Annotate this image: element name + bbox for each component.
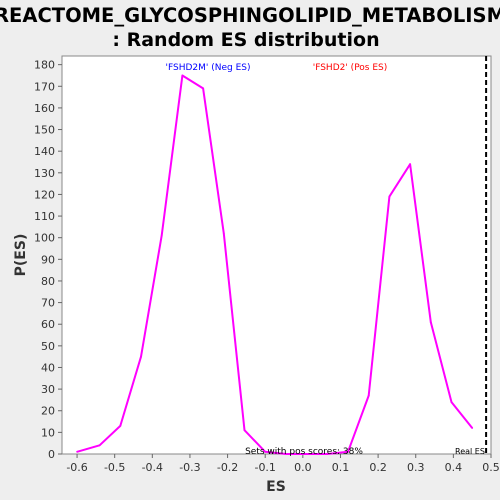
es-data-point (98, 444, 101, 447)
es-data-point (409, 163, 411, 166)
x-tick-label: -0.6 (66, 461, 87, 474)
x-axis-label: ES (266, 479, 286, 495)
x-tick-label: 0.3 (407, 461, 425, 474)
x-tick-label: -0.2 (217, 461, 238, 474)
y-tick-label: 120 (34, 188, 55, 201)
x-tick-label: 0.0 (294, 461, 312, 474)
y-tick-label: 20 (41, 405, 55, 418)
es-data-point (243, 429, 246, 432)
plot-area (61, 55, 492, 455)
real-es-label: Real ES (455, 447, 485, 456)
x-tick-label: -0.5 (104, 461, 125, 474)
x-tick-label: -0.4 (142, 461, 163, 474)
es-data-point (160, 234, 163, 237)
y-tick-label: 160 (34, 102, 55, 115)
y-axis-label: P(ES) (13, 234, 29, 277)
es-data-point (429, 321, 432, 323)
es-data-point (119, 425, 122, 427)
x-tick-label: 0.5 (482, 461, 500, 474)
x-tick-label: -0.1 (254, 461, 275, 474)
annotation-neg-es: 'FSHD2M' (Neg ES) (166, 63, 251, 73)
y-tick-label: 170 (34, 80, 55, 93)
annotation-pos-es: 'FSHD2' (Pos ES) (313, 63, 388, 73)
y-tick-label: 110 (34, 210, 55, 223)
y-tick-label: 60 (41, 318, 55, 331)
x-tick-label: 0.2 (369, 461, 387, 474)
y-tick-label: 30 (41, 383, 55, 396)
y-tick-label: 80 (41, 275, 55, 288)
y-tick-label: 10 (41, 426, 55, 439)
es-data-point (326, 453, 329, 455)
es-data-point (388, 195, 391, 198)
y-tick-label: 90 (41, 253, 55, 266)
y-tick-label: 50 (41, 340, 55, 353)
y-tick-label: 100 (34, 232, 55, 245)
y-tick-label: 140 (34, 145, 55, 158)
chart-title-line-1: REACTOME_GLYCOSPHINGOLIPID_METABOLISM (0, 4, 500, 27)
es-data-point (305, 453, 308, 455)
y-axis: 0 10 20 30 40 50 60 70 80 90 100 110 120 130 140 150 160… (34, 59, 62, 461)
es-data-point (181, 74, 184, 77)
es-data-point (471, 427, 474, 429)
es-data-point (450, 401, 453, 403)
series-layer (76, 74, 474, 455)
es-data-point (285, 453, 287, 455)
es-data-point (347, 450, 349, 453)
y-tick-label: 180 (34, 59, 55, 72)
x-tick-label: 0.4 (445, 461, 463, 474)
es-data-point (222, 232, 225, 235)
es-data-point (140, 355, 142, 358)
y-tick-label: 40 (41, 361, 55, 374)
y-tick-label: 70 (41, 297, 55, 310)
es-data-point (76, 450, 78, 453)
es-data-point (367, 394, 370, 397)
es-data-point (264, 450, 267, 453)
annotation-pos-score-share: Sets with pos scores: 38% (245, 447, 363, 457)
x-tick-label: -0.3 (179, 461, 200, 474)
y-tick-label: 150 (34, 124, 55, 137)
y-tick-label: 130 (34, 167, 55, 180)
y-tick-label: 0 (48, 448, 55, 461)
es-data-point (202, 87, 205, 90)
es-distribution-line (76, 74, 473, 455)
chart-title-line-2: : Random ES distribution (112, 29, 379, 51)
x-axis: -0.6 -0.5 -0.4 -0.3 -0.2 -0.1 0.0 0.1 0.2 0.3 0.4 0… (66, 454, 500, 474)
x-tick-label: 0.1 (332, 461, 350, 474)
